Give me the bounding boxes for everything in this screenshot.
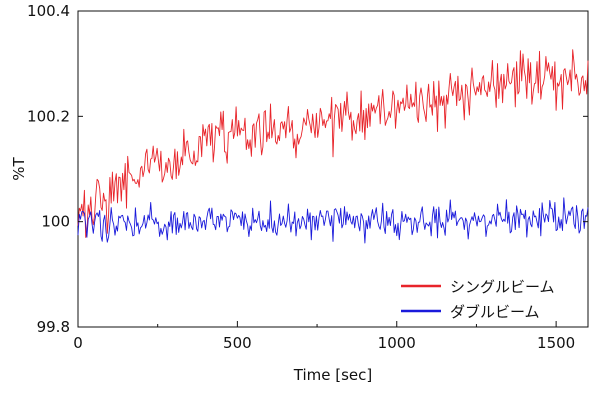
plot-area-frame — [77, 10, 589, 328]
y-tick-label: 100.2 — [27, 107, 70, 125]
legend: シングルビーム ダブルビーム — [401, 278, 555, 321]
legend-label-single-beam: シングルビーム — [450, 278, 555, 296]
legend-label-double-beam: ダブルビーム — [450, 303, 540, 321]
y-tick-label: 100 — [41, 213, 70, 231]
y-tick-label: 100.4 — [27, 2, 70, 20]
series-line-double-beam — [77, 197, 589, 244]
tick-layer: 0 500 1000 1500 99.8 100 100.2 100.4 — [27, 2, 588, 352]
y-tick-label: 99.8 — [37, 318, 70, 336]
x-tick-label: 500 — [223, 334, 252, 352]
x-tick-label: 1000 — [378, 334, 416, 352]
series-line-single-beam — [77, 49, 589, 238]
x-tick-label: 1500 — [537, 334, 575, 352]
x-tick-label: 0 — [73, 334, 83, 352]
x-axis-title: Time [sec] — [293, 366, 372, 384]
y-axis-title: %T — [10, 156, 28, 180]
series-layer — [77, 49, 589, 244]
